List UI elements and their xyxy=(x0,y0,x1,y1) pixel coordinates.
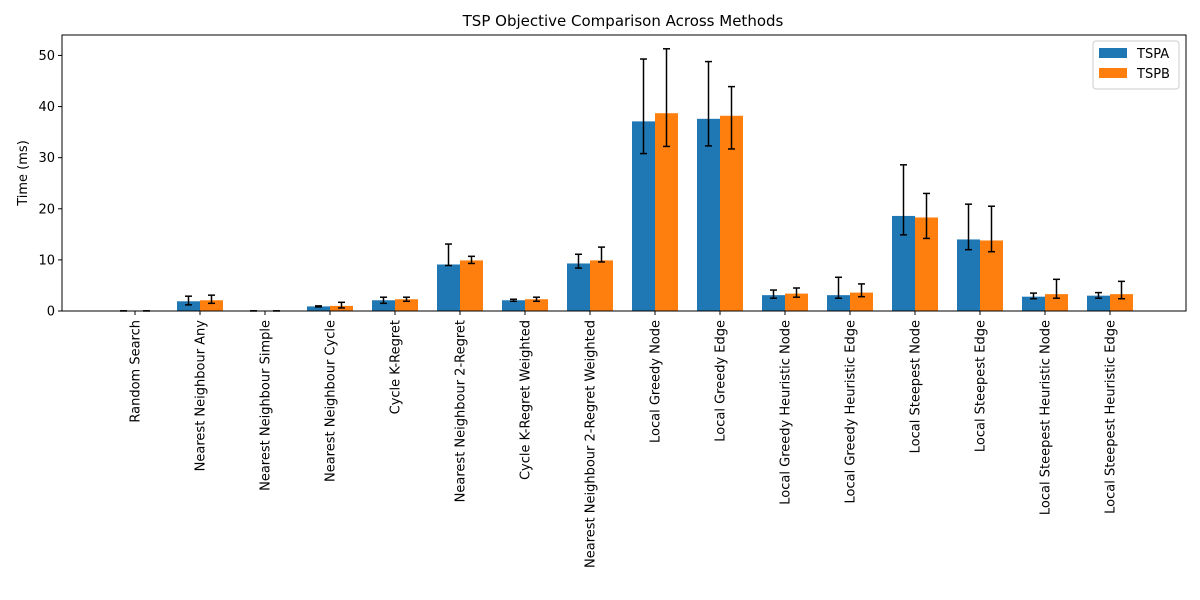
x-axis: Random Search Nearest Neighbour Any Neares… xyxy=(129,311,1119,568)
x-tick-label: Cycle K-Regret Weighted xyxy=(519,320,534,480)
y-tick-label: 10 xyxy=(38,253,55,268)
bar-tspa xyxy=(827,295,850,311)
y-tick-label: 20 xyxy=(38,202,55,217)
bar-tspb xyxy=(785,293,808,311)
x-tick-label: Local Greedy Heuristic Edge xyxy=(844,320,859,503)
bar-tspa xyxy=(177,301,200,311)
bar-tspa xyxy=(892,215,915,311)
bar-tspb xyxy=(915,217,938,311)
y-axis: 0 10 20 30 40 50 xyxy=(38,49,62,320)
y-tick-label: 50 xyxy=(38,49,55,64)
y-tick-label: 0 xyxy=(47,305,55,320)
x-tick-label: Local Greedy Heuristic Node xyxy=(779,320,794,505)
bar-tspa xyxy=(762,295,785,311)
x-tick-label: Cycle K-Regret xyxy=(389,320,404,414)
bars-layer xyxy=(112,113,1133,311)
bar-tspa xyxy=(372,300,395,311)
y-tick-label: 40 xyxy=(38,100,55,115)
bar-tspb xyxy=(1110,294,1133,311)
bar-tspb xyxy=(525,299,548,311)
bar-tspa xyxy=(567,263,590,311)
bar-tspa xyxy=(1022,296,1045,311)
legend-swatch-tspb xyxy=(1099,68,1127,78)
x-tick-label: Local Steepest Heuristic Node xyxy=(1039,320,1054,515)
x-tick-label: Nearest Neighbour 2-Regret xyxy=(454,320,469,502)
x-tick-label: Nearest Neighbour Any xyxy=(194,320,209,472)
bar-tspb xyxy=(1045,294,1068,311)
x-tick-label: Local Steepest Node xyxy=(909,320,924,453)
bar-tspb xyxy=(850,292,873,311)
bar-tspb xyxy=(590,260,613,311)
x-tick-label: Local Steepest Heuristic Edge xyxy=(1104,320,1119,514)
bar-tspa xyxy=(1087,295,1110,311)
bar-tspb xyxy=(460,260,483,311)
x-tick-label: Nearest Neighbour 2-Regret Weighted xyxy=(584,320,599,568)
bar-tspa xyxy=(957,239,980,311)
x-tick-label: Local Greedy Node xyxy=(649,320,664,443)
y-axis-label: Time (ms) xyxy=(16,140,31,207)
bar-tspa xyxy=(307,306,330,311)
bar-tspa xyxy=(502,300,525,311)
legend-label-tspb: TSPB xyxy=(1136,67,1170,82)
legend-label-tspa: TSPA xyxy=(1136,47,1169,62)
legend: TSPA TSPB xyxy=(1092,40,1180,90)
x-tick-label: Random Search xyxy=(129,320,144,423)
bar-tspb xyxy=(655,113,678,311)
errorbars-layer xyxy=(120,48,1125,312)
chart-title: TSP Objective Comparison Across Methods xyxy=(462,12,784,30)
bar-tspa xyxy=(697,118,720,311)
x-tick-label: Nearest Neighbour Simple xyxy=(259,320,274,491)
bar-tspb xyxy=(200,300,223,311)
legend-swatch-tspa xyxy=(1099,48,1127,58)
plot-frame xyxy=(61,34,1187,312)
bar-tspb xyxy=(720,115,743,311)
x-tick-label: Nearest Neighbour Cycle xyxy=(324,320,339,482)
x-tick-label: Local Steepest Edge xyxy=(974,320,989,452)
bar-tspb xyxy=(980,240,1003,311)
y-tick-label: 30 xyxy=(38,151,55,166)
bar-tspa xyxy=(437,264,460,311)
bar-tspb xyxy=(395,299,418,311)
x-tick-label: Local Greedy Edge xyxy=(714,320,729,442)
bar-tspa xyxy=(632,121,655,311)
